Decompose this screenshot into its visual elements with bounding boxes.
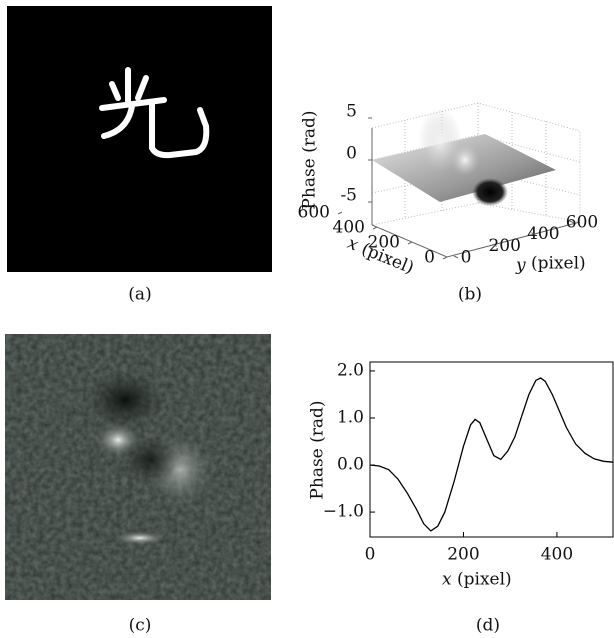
x-tick-label: 0	[365, 545, 376, 565]
x-tick-label: 200	[447, 545, 479, 565]
panel-caption: (a)	[128, 285, 151, 305]
z-axis-label: Phase (rad)	[300, 110, 320, 209]
x-tick	[373, 227, 377, 229]
x-tick	[408, 242, 412, 244]
x-tick-label: 600	[298, 203, 330, 223]
y-axis-unit: (pixel)	[531, 254, 586, 274]
y-axis-var: y	[515, 256, 526, 276]
z-tick-label: 5	[346, 102, 357, 122]
y-tick-label: 200	[488, 236, 520, 256]
y-tick-label: 0.0	[337, 455, 364, 475]
y-tick	[454, 256, 458, 258]
y-tick-label: 0	[461, 248, 472, 268]
panel-caption: (b)	[458, 285, 482, 305]
x-tick-label: 400	[333, 218, 365, 238]
x-tick-label: 0	[424, 248, 435, 268]
y-tick-label: 600	[566, 213, 598, 233]
x-tick-label: 400	[541, 545, 573, 565]
z-tick-label: -5	[340, 186, 357, 206]
y-tick-label: 1.0	[337, 407, 364, 427]
figure: (a)(b)(c)(d)Phase (rad)50-56004002000020…	[0, 0, 614, 638]
y-tick-label: 400	[527, 224, 559, 244]
y-axis-label: Phase (rad)	[308, 400, 328, 499]
image-c	[5, 334, 271, 600]
data-line	[370, 378, 613, 531]
x-tick	[338, 212, 342, 214]
z-tick-label: 0	[346, 144, 357, 164]
panel-caption: (d)	[476, 616, 500, 636]
y-tick-label: −1.0	[323, 502, 364, 522]
x-tick	[443, 257, 447, 259]
panel-caption: (c)	[129, 616, 152, 636]
y-tick-label: 2.0	[337, 360, 364, 380]
image-a	[7, 6, 272, 272]
x-axis-unit: (pixel)	[457, 570, 512, 590]
x-axis-var: x	[442, 570, 452, 590]
page: {"panels": [{"caption": "(a)"}, {"captio…	[0, 0, 614, 638]
